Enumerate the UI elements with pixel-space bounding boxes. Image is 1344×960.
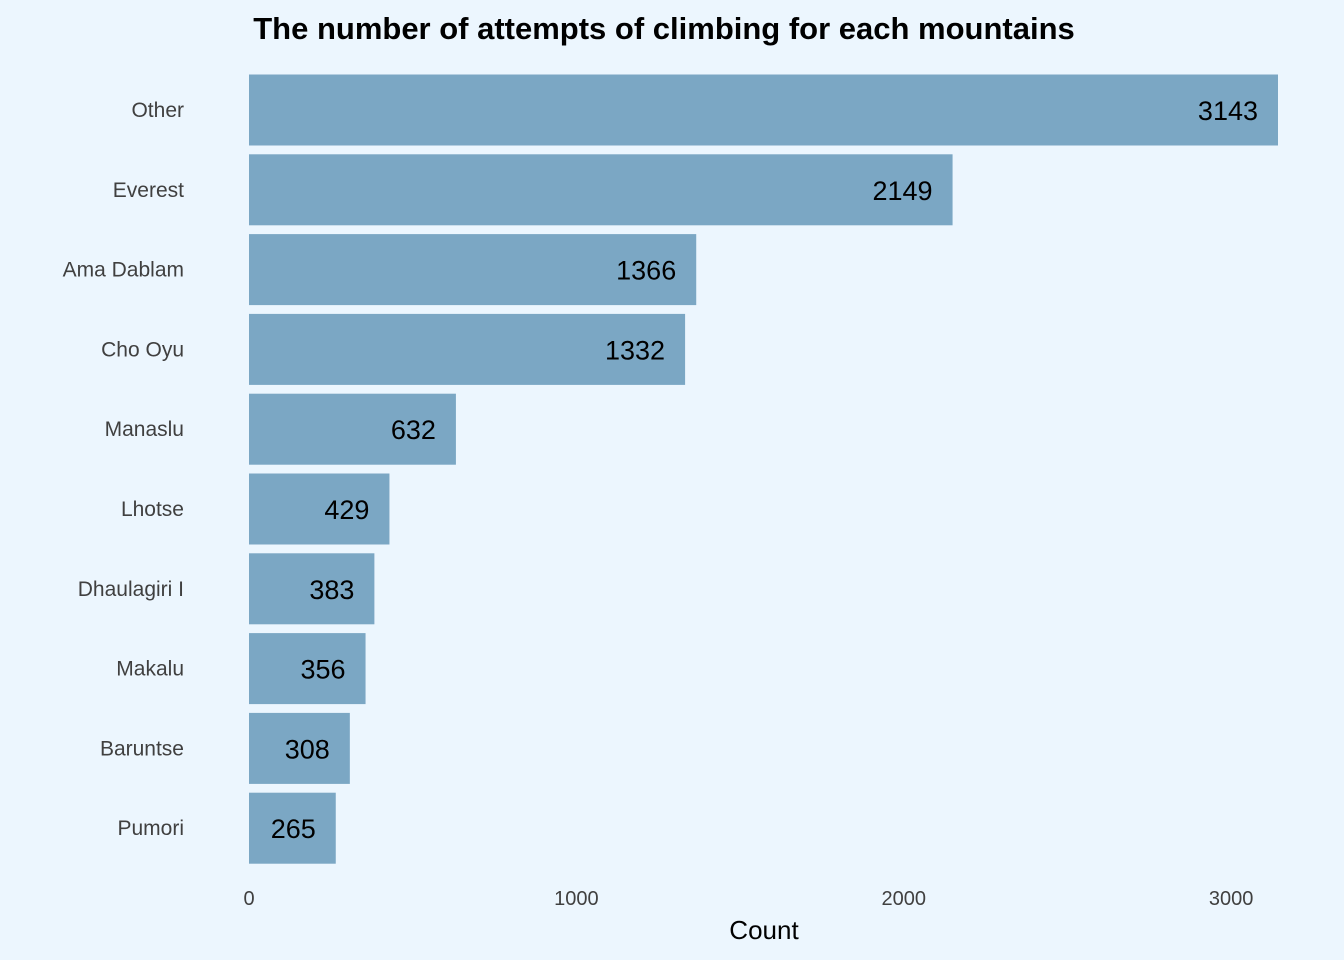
- value-label: 429: [324, 495, 369, 525]
- bar-manaslu: [249, 393, 456, 465]
- value-label: 265: [271, 814, 316, 844]
- value-labels-group: 3143 2149 1366 1332 632 429 383 356 308 265: [271, 96, 1258, 844]
- value-label: 356: [300, 655, 345, 685]
- chart-title: The number of attempts of climbing for e…: [253, 11, 1075, 46]
- bar-cho-oyu: [249, 313, 686, 385]
- category-label: Everest: [113, 179, 184, 202]
- value-label: 3143: [1198, 96, 1258, 126]
- category-label: Manaslu: [105, 418, 184, 441]
- x-axis-title: Count: [729, 915, 799, 945]
- x-tick-label: 2000: [882, 888, 927, 910]
- category-label: Makalu: [116, 658, 184, 681]
- bar-everest: [249, 154, 953, 226]
- category-label: Baruntse: [100, 737, 184, 760]
- category-label: Ama Dablam: [63, 259, 184, 282]
- bar-baruntse: [249, 712, 350, 784]
- bars-group: [249, 74, 1278, 864]
- value-label: 2149: [872, 176, 932, 206]
- bar-makalu: [249, 633, 366, 705]
- bar-dhaulagiri-i: [249, 553, 375, 625]
- bar-pumori: [249, 792, 336, 864]
- category-label: Cho Oyu: [101, 338, 184, 361]
- value-label: 1366: [616, 256, 676, 286]
- value-label: 632: [391, 415, 436, 445]
- category-label: Other: [131, 99, 184, 122]
- category-label: Pumori: [117, 817, 184, 840]
- bar-lhotse: [249, 473, 390, 545]
- bar-other: [249, 74, 1278, 146]
- value-label: 1332: [605, 335, 665, 365]
- value-label: 383: [309, 575, 354, 605]
- category-labels-group: Other Everest Ama Dablam Cho Oyu Manaslu Lhot…: [63, 99, 185, 840]
- category-label: Lhotse: [121, 498, 184, 521]
- bar-ama-dablam: [249, 234, 697, 306]
- x-tick-label: 1000: [554, 888, 599, 910]
- category-label: Dhaulagiri I: [78, 578, 184, 601]
- x-tick-label: 3000: [1209, 888, 1254, 910]
- x-axis-ticks-group: 0 1000 2000 3000: [243, 888, 1253, 910]
- x-tick-label: 0: [243, 888, 254, 910]
- value-label: 308: [285, 734, 330, 764]
